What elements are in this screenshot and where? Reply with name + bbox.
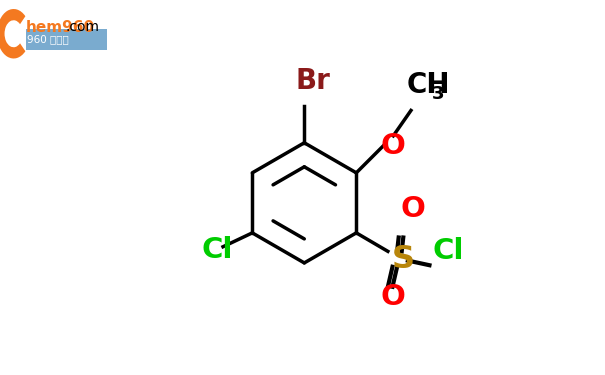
Text: O: O	[400, 195, 425, 223]
Text: .com: .com	[65, 20, 99, 34]
Text: Cl: Cl	[433, 237, 464, 265]
Text: Cl: Cl	[201, 236, 233, 264]
Text: 3: 3	[432, 85, 444, 103]
Text: 960 化工网: 960 化工网	[27, 34, 69, 44]
Text: O: O	[380, 283, 405, 311]
Text: S: S	[391, 244, 414, 275]
Wedge shape	[0, 9, 25, 58]
Bar	[25, 29, 108, 50]
Text: CH: CH	[407, 71, 451, 99]
Text: Br: Br	[295, 67, 330, 95]
Text: O: O	[381, 132, 406, 160]
Text: hem960: hem960	[25, 20, 95, 35]
